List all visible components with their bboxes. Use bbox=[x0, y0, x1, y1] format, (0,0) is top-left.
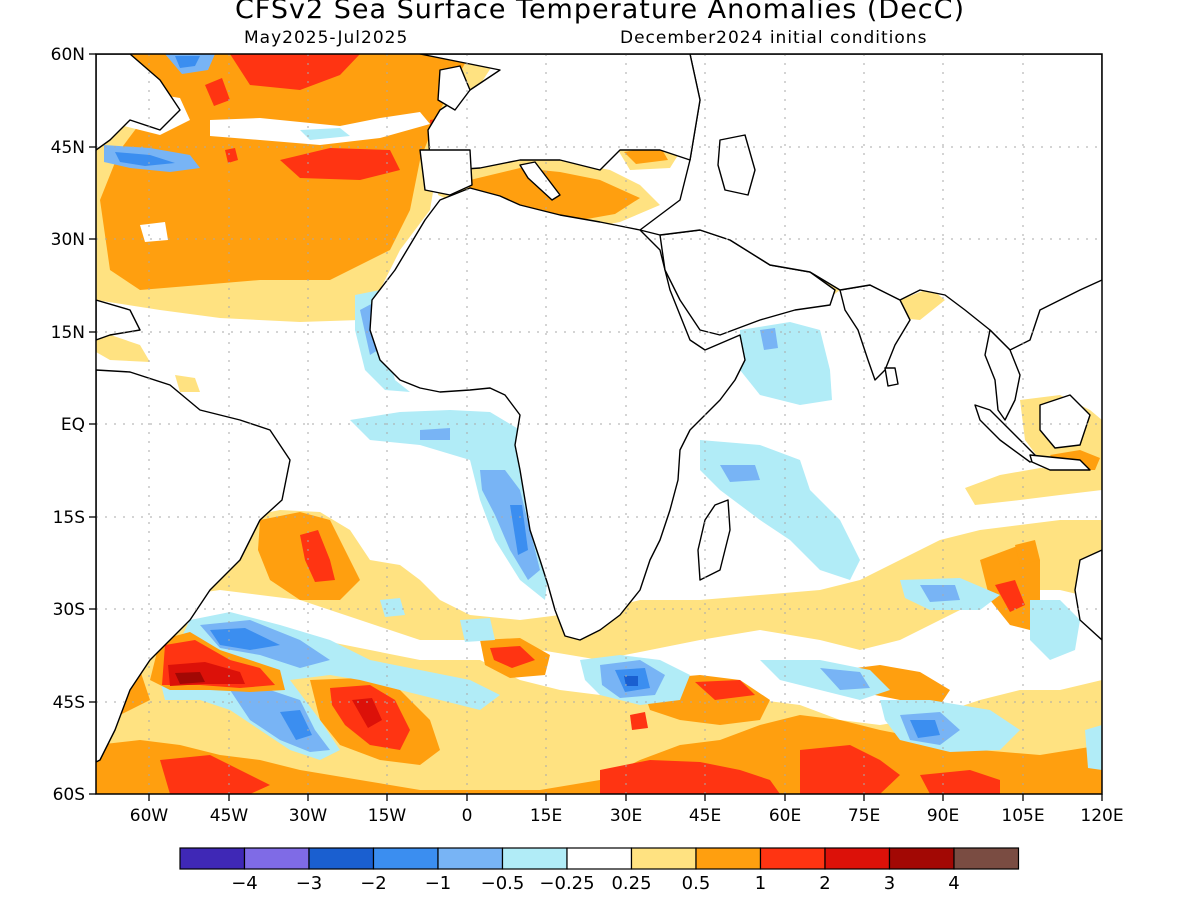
lat-tick-labels: 60N 45N 30N 15N EQ 15S 30S 45S 60S bbox=[51, 45, 85, 805]
forecast-period: May2025-Jul2025 bbox=[244, 28, 409, 48]
land-masses bbox=[96, 54, 1102, 763]
lon-tick-label: 15E bbox=[530, 806, 562, 826]
lat-tick-label: 60N bbox=[51, 45, 85, 65]
lat-tick-label: 30S bbox=[53, 600, 85, 620]
colorbar-swatch bbox=[437, 847, 504, 870]
australia bbox=[1074, 549, 1102, 641]
colorbar-label: −4 bbox=[231, 873, 258, 894]
colorbar: −4 −3 −2 −1 −0.5 −0.25 0.25 0.5 1 2 3 4 bbox=[179, 847, 1020, 894]
colorbar-label: 0.25 bbox=[611, 873, 651, 894]
iberia bbox=[419, 149, 473, 196]
colorbar-label: 1 bbox=[755, 873, 766, 894]
lon-tick-label: 15W bbox=[368, 806, 407, 826]
lon-tick-label: 120E bbox=[1080, 806, 1123, 826]
lat-tick-label: 15N bbox=[51, 323, 85, 343]
colorbar-label: 2 bbox=[819, 873, 830, 894]
colorbar-swatch bbox=[824, 847, 891, 870]
colorbar-swatch bbox=[566, 847, 633, 870]
lon-tick-label: 105E bbox=[1001, 806, 1044, 826]
british-isles bbox=[437, 65, 471, 111]
lat-tick-label: 45N bbox=[51, 138, 85, 158]
colorbar-label: 0.5 bbox=[682, 873, 711, 894]
borneo bbox=[1039, 394, 1091, 449]
colorbar-swatch bbox=[630, 847, 697, 870]
colorbar-swatches bbox=[179, 847, 1020, 870]
lon-tick-label: 30E bbox=[610, 806, 642, 826]
lat-tick-label: 30N bbox=[51, 230, 85, 250]
lon-tick-label: 60E bbox=[769, 806, 801, 826]
colorbar-swatch bbox=[695, 847, 762, 870]
colorbar-swatch bbox=[888, 847, 955, 870]
anomaly-southern-negatives bbox=[160, 578, 1102, 770]
lon-tick-label: 90E bbox=[927, 806, 959, 826]
colorbar-swatch bbox=[243, 847, 310, 870]
colorbar-swatch bbox=[372, 847, 439, 870]
north-america-coastline bbox=[96, 54, 181, 151]
lat-tick-label: EQ bbox=[61, 415, 85, 435]
colorbar-label: −1 bbox=[425, 873, 452, 894]
colorbar-label: 4 bbox=[948, 873, 959, 894]
anomaly-south-america-hotspot bbox=[150, 632, 285, 692]
colorbar-swatch bbox=[759, 847, 826, 870]
lon-tick-label: 45W bbox=[210, 806, 249, 826]
south-america-coastline bbox=[96, 369, 291, 763]
map-field bbox=[96, 54, 1102, 794]
lon-tick-label: 45E bbox=[689, 806, 721, 826]
colorbar-swatch bbox=[308, 847, 375, 870]
lon-tick-label: 0 bbox=[462, 806, 473, 826]
lat-tick-label: 15S bbox=[53, 508, 85, 528]
sri-lanka bbox=[884, 367, 899, 387]
colorbar-swatch bbox=[501, 847, 568, 870]
grid-lines bbox=[96, 54, 1102, 794]
colorbar-label: 3 bbox=[884, 873, 895, 894]
tick-marks bbox=[89, 53, 1103, 801]
indochina bbox=[984, 329, 1021, 421]
lat-tick-label: 45S bbox=[53, 693, 85, 713]
colorbar-label: −3 bbox=[296, 873, 323, 894]
lon-tick-label: 75E bbox=[848, 806, 880, 826]
lon-tick-label: 60W bbox=[130, 806, 169, 826]
anomaly-north-atlantic bbox=[96, 54, 500, 392]
caspian-outline bbox=[717, 134, 756, 196]
asia-coastline bbox=[639, 54, 1102, 351]
colorbar-label: −0.25 bbox=[539, 873, 594, 894]
map-title: CFSv2 Sea Surface Temperature Anomalies … bbox=[234, 0, 966, 25]
italy bbox=[519, 161, 561, 201]
initial-conditions: December2024 initial conditions bbox=[620, 28, 928, 48]
lon-tick-label: 30W bbox=[289, 806, 328, 826]
colorbar-label: −0.5 bbox=[481, 873, 525, 894]
colorbar-swatch bbox=[953, 847, 1020, 870]
lat-tick-label: 60S bbox=[53, 785, 85, 805]
lon-tick-labels: 60W 45W 30W 15W 0 15E 30E 45E 60E 75E 90… bbox=[130, 806, 1124, 826]
colorbar-label: −2 bbox=[360, 873, 387, 894]
java bbox=[1029, 454, 1091, 471]
colorbar-swatch bbox=[179, 847, 246, 870]
colorbar-labels: −4 −3 −2 −1 −0.5 −0.25 0.25 0.5 1 2 3 4 bbox=[231, 873, 960, 894]
madagascar bbox=[697, 499, 731, 581]
africa-coastline bbox=[369, 187, 746, 641]
